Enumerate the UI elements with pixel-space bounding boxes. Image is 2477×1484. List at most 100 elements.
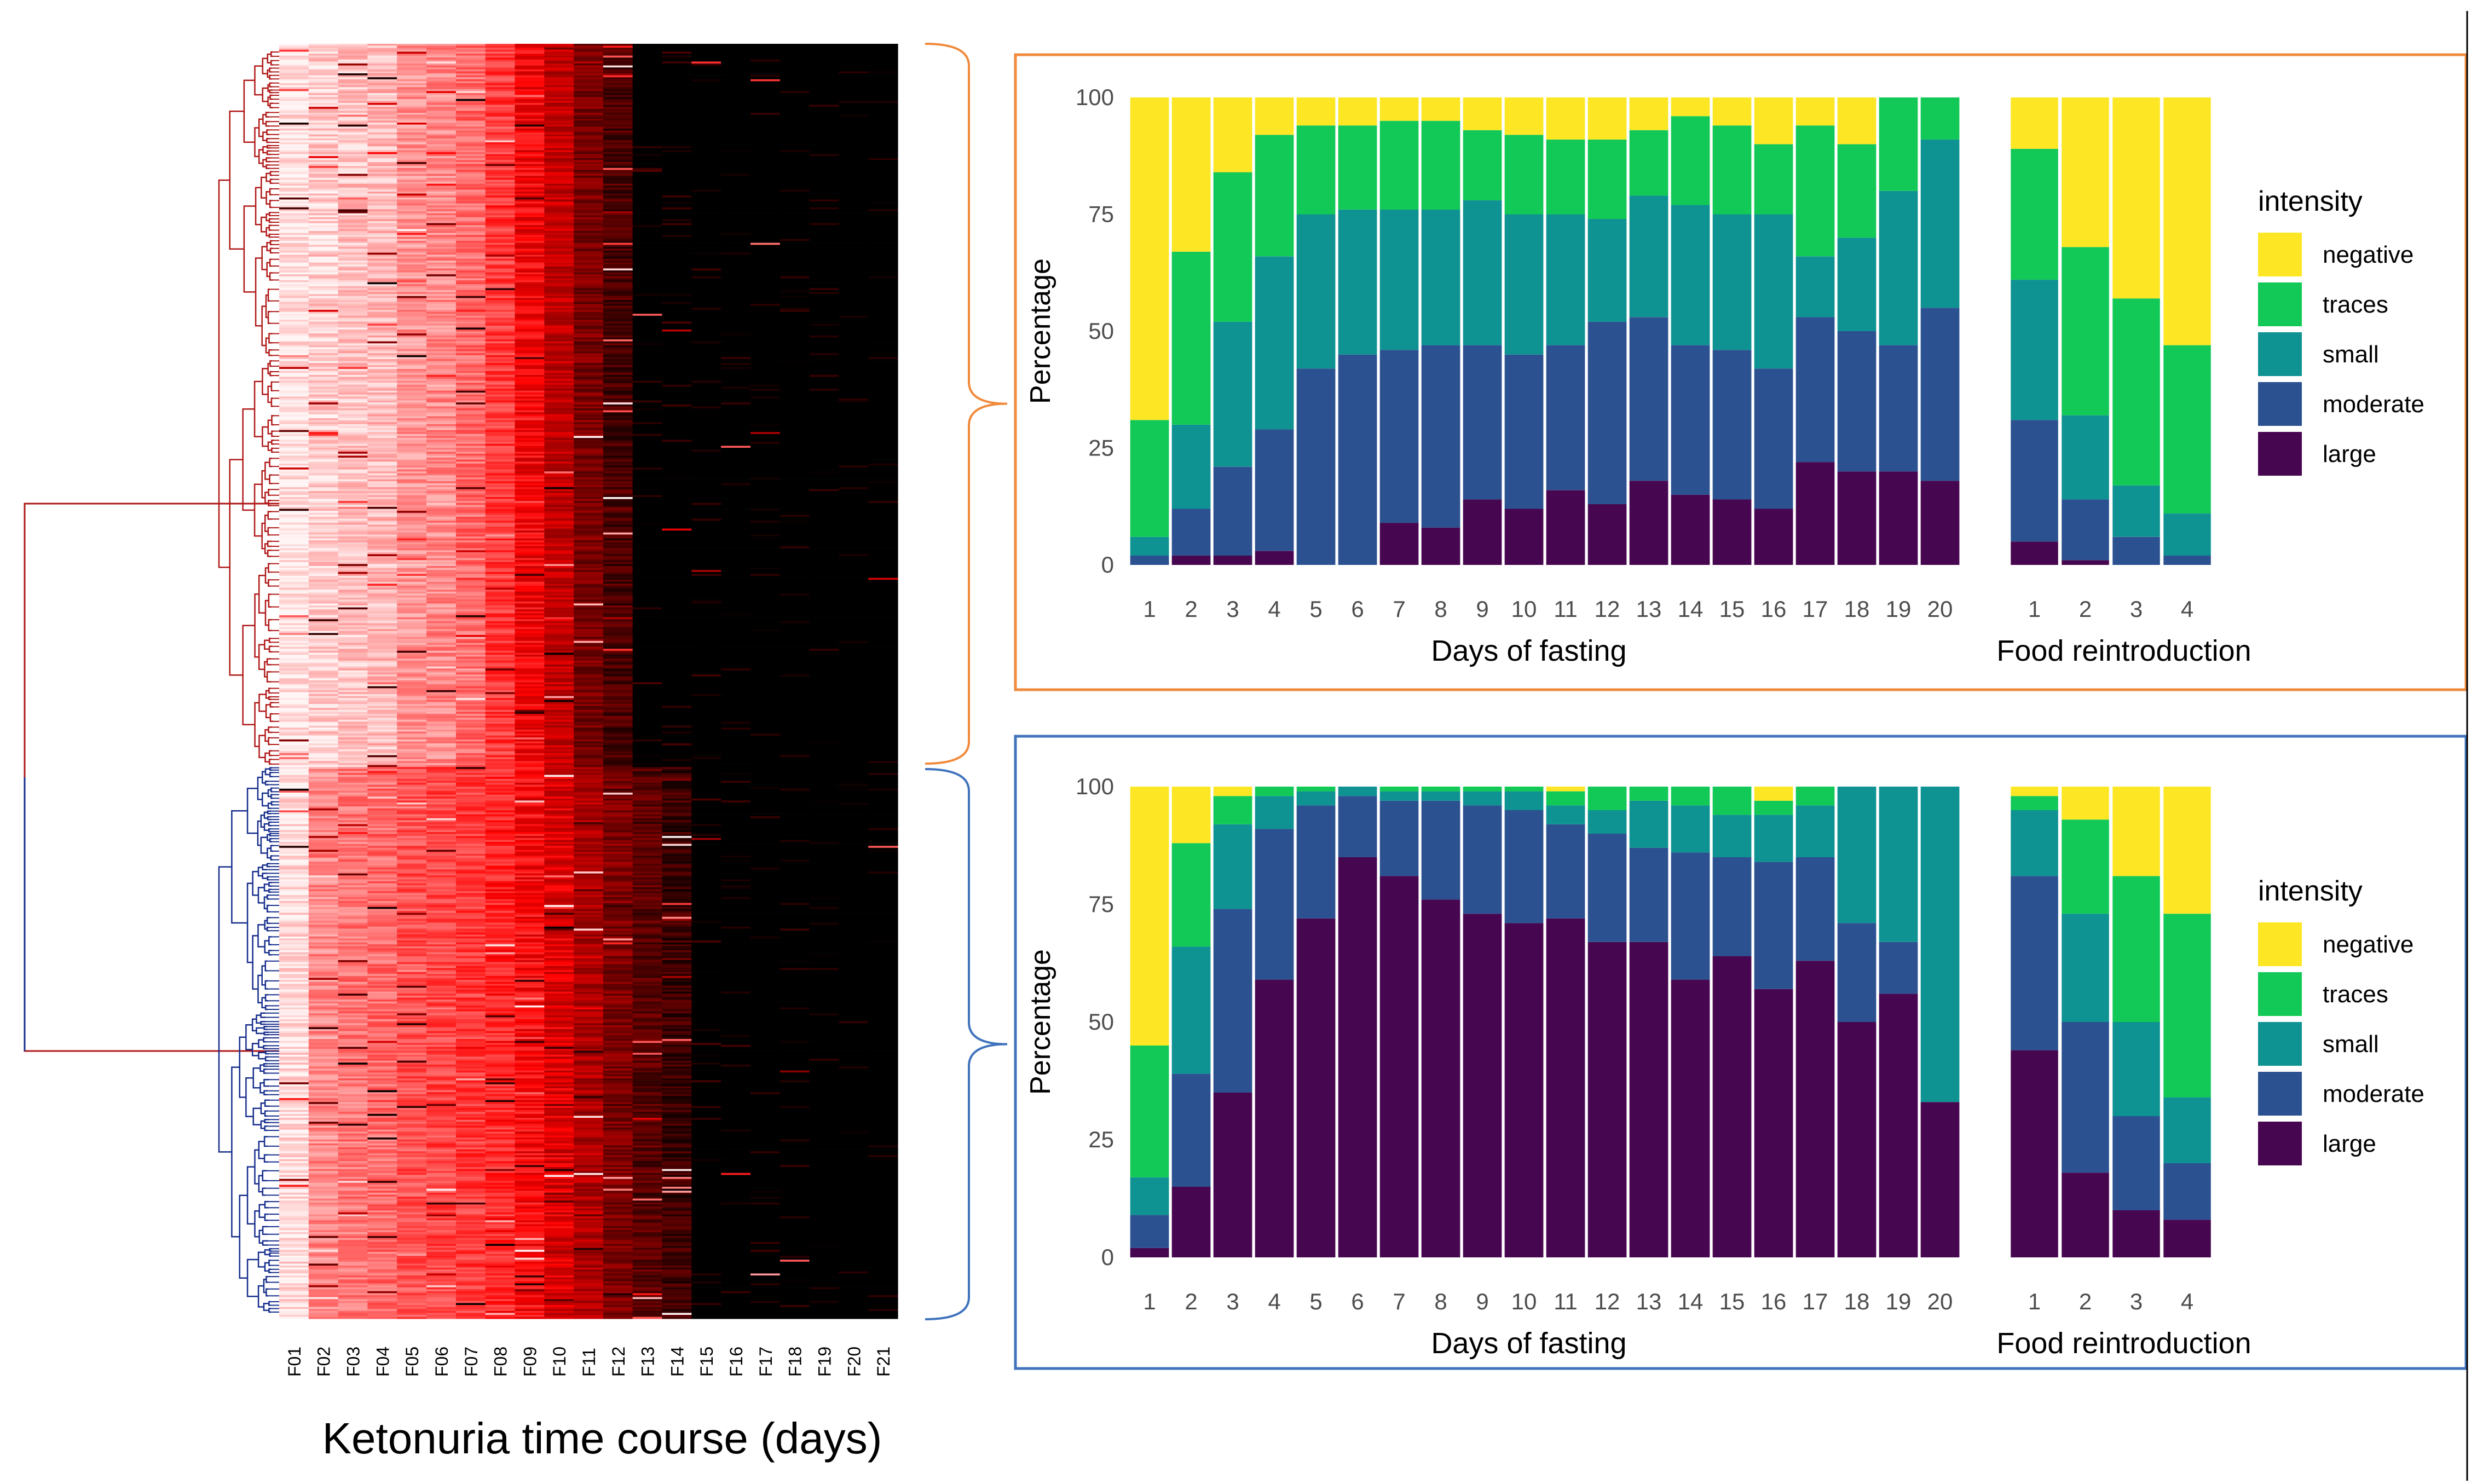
heatmap-cell xyxy=(780,189,810,192)
heatmap-cell xyxy=(308,166,339,169)
heatmap-cell xyxy=(603,320,633,322)
heatmap-cell xyxy=(544,213,574,216)
heatmap-cell xyxy=(780,402,810,405)
heatmap-cell xyxy=(397,107,427,109)
heatmap-cell xyxy=(574,126,604,129)
heatmap-cell xyxy=(574,128,604,131)
heatmap-cell xyxy=(662,262,692,265)
heatmap-cell xyxy=(868,182,898,184)
heatmap-cell xyxy=(455,219,486,222)
heatmap-cell xyxy=(780,349,810,351)
heatmap-cell xyxy=(750,365,781,367)
dendrogram-branch xyxy=(267,511,272,520)
heatmap-cell xyxy=(574,221,604,223)
heatmap-cell xyxy=(426,452,457,454)
heatmap-cell xyxy=(308,227,339,229)
heatmap-cell xyxy=(367,343,397,346)
heatmap-cell xyxy=(397,177,427,180)
heatmap-cell xyxy=(455,361,486,363)
heatmap-cell xyxy=(721,170,751,172)
heatmap-cell xyxy=(691,317,721,320)
heatmap-cell xyxy=(691,311,721,314)
heatmap-cell xyxy=(750,446,781,448)
heatmap-cell xyxy=(397,384,427,387)
heatmap-cell xyxy=(868,231,898,233)
heatmap-cell xyxy=(691,207,721,210)
heatmap-cell xyxy=(868,294,898,297)
heatmap-cell xyxy=(839,335,869,338)
dendrogram-branch xyxy=(269,247,273,254)
heatmap-cell xyxy=(338,111,368,113)
heatmap-cell xyxy=(839,272,869,275)
heatmap-cell xyxy=(515,44,545,46)
heatmap-cell xyxy=(367,180,397,182)
heatmap-cell xyxy=(721,345,751,348)
heatmap-cell xyxy=(515,410,545,413)
heatmap-cell xyxy=(662,65,692,68)
heatmap-cell xyxy=(397,152,427,154)
heatmap-cell xyxy=(397,330,427,332)
heatmap-cell xyxy=(868,256,898,259)
heatmap-cell xyxy=(367,245,397,247)
heatmap-cell xyxy=(308,325,339,328)
dendrogram-branch xyxy=(265,157,271,163)
heatmap-cell xyxy=(397,215,427,218)
heatmap-cell xyxy=(455,158,486,160)
heatmap-cell xyxy=(662,199,692,202)
heatmap-cell xyxy=(397,327,427,330)
heatmap-cell xyxy=(397,164,427,166)
heatmap-cell xyxy=(279,311,309,314)
heatmap-cell xyxy=(662,459,692,462)
heatmap-cell xyxy=(839,140,869,143)
heatmap-cell xyxy=(662,302,692,304)
heatmap-cell xyxy=(839,416,869,419)
heatmap-cell xyxy=(839,343,869,346)
heatmap-cell xyxy=(691,402,721,405)
heatmap-cell xyxy=(338,241,368,243)
heatmap-cell xyxy=(632,73,663,76)
heatmap-cell xyxy=(515,114,545,117)
heatmap-cell xyxy=(721,365,751,367)
dendrogram-branch xyxy=(263,1302,269,1311)
dendrogram-branch xyxy=(269,702,273,708)
heatmap-cell xyxy=(367,335,397,338)
heatmap-cell xyxy=(750,311,781,314)
heatmap-cell xyxy=(632,113,663,115)
heatmap-cell xyxy=(367,355,397,357)
heatmap-cell xyxy=(308,213,339,216)
heatmap-cell xyxy=(485,221,516,223)
heatmap-cell xyxy=(839,302,869,304)
heatmap-cell xyxy=(868,192,898,194)
heatmap-cell xyxy=(544,130,574,133)
heatmap-cell xyxy=(397,324,427,326)
heatmap-cell xyxy=(338,44,368,46)
heatmap-cell xyxy=(691,424,721,426)
heatmap-cell xyxy=(426,400,457,403)
heatmap-cell xyxy=(780,458,810,460)
heatmap-cell xyxy=(750,71,781,74)
heatmap-cell xyxy=(632,449,663,452)
heatmap-cell xyxy=(544,105,574,107)
heatmap-cell xyxy=(691,389,721,391)
heatmap-cell xyxy=(662,152,692,154)
heatmap-cell xyxy=(780,321,810,324)
heatmap-cell xyxy=(750,404,781,407)
heatmap-cell xyxy=(632,69,663,72)
heatmap-cell xyxy=(279,422,309,425)
heatmap-cell xyxy=(338,201,368,204)
heatmap-cell xyxy=(515,292,545,295)
heatmap-cell xyxy=(279,187,309,190)
heatmap-cell xyxy=(308,270,339,273)
heatmap-cell xyxy=(632,118,663,121)
heatmap-cell xyxy=(279,317,309,320)
heatmap-cell xyxy=(544,347,574,350)
heatmap-cell xyxy=(397,448,427,450)
heatmap-cell xyxy=(515,453,545,456)
heatmap-cell xyxy=(544,192,574,194)
heatmap-cell xyxy=(397,367,427,369)
heatmap-cell xyxy=(485,146,516,149)
dendrogram-branch xyxy=(269,188,272,195)
heatmap-cell xyxy=(603,305,633,308)
heatmap-cell xyxy=(485,170,516,172)
heatmap-cell xyxy=(603,221,633,223)
